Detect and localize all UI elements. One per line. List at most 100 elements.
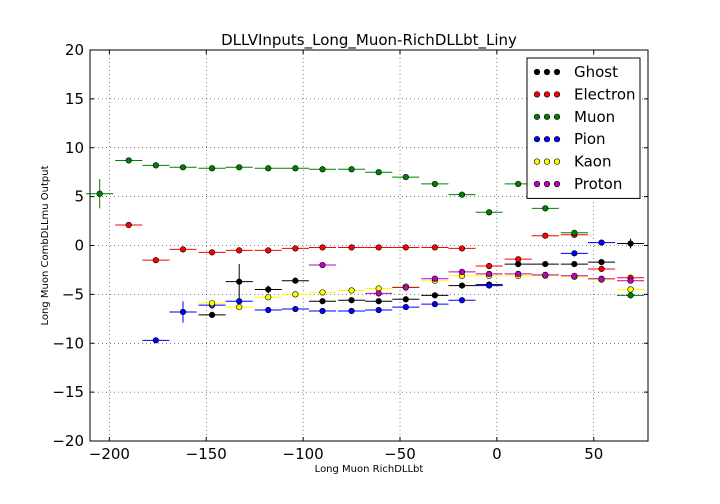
point-marker xyxy=(236,298,243,305)
data-point xyxy=(198,299,226,308)
data-point xyxy=(142,337,170,344)
data-point xyxy=(421,275,449,282)
series-pion xyxy=(142,239,616,344)
point-marker xyxy=(292,165,299,172)
point-marker xyxy=(571,229,578,236)
data-point xyxy=(587,239,616,246)
data-point xyxy=(254,165,282,172)
data-point xyxy=(254,247,282,254)
data-point xyxy=(392,284,420,291)
point-marker xyxy=(152,162,159,169)
data-point xyxy=(142,257,170,264)
point-marker xyxy=(486,209,493,216)
data-point xyxy=(617,292,645,299)
point-marker xyxy=(402,303,409,311)
point-marker xyxy=(375,298,382,305)
data-point xyxy=(225,298,253,305)
legend-marker xyxy=(553,136,561,143)
point-marker xyxy=(542,232,549,239)
point-marker xyxy=(486,270,493,277)
data-point xyxy=(225,164,253,171)
data-point xyxy=(142,162,170,169)
point-marker xyxy=(431,292,438,299)
point-marker xyxy=(598,265,605,273)
point-marker xyxy=(319,166,326,173)
point-marker xyxy=(236,278,243,285)
point-marker xyxy=(179,164,187,171)
y-tick-label: 5 xyxy=(74,188,84,206)
legend-marker xyxy=(533,113,541,120)
legend-label: Kaon xyxy=(574,153,611,171)
data-point xyxy=(281,245,309,252)
point-marker xyxy=(402,296,409,303)
data-point xyxy=(169,246,197,253)
point-marker xyxy=(265,306,272,314)
series-proton xyxy=(308,261,645,297)
point-marker xyxy=(319,307,326,315)
y-tick-label: 15 xyxy=(65,90,84,108)
data-point xyxy=(338,297,366,304)
legend-marker xyxy=(553,113,561,120)
legend-entry-ghost: Ghost xyxy=(533,63,618,81)
x-tick-label: 0 xyxy=(492,445,502,463)
point-marker xyxy=(265,294,272,301)
point-marker xyxy=(236,247,243,254)
data-point xyxy=(448,297,476,304)
point-marker xyxy=(542,205,549,212)
legend-box xyxy=(526,57,641,199)
y-axis-label: Long Muon CombDLLmu Output xyxy=(40,165,51,325)
point-marker xyxy=(292,305,299,313)
series-ghost xyxy=(198,238,645,319)
data-point xyxy=(225,303,253,311)
data-point xyxy=(281,305,309,313)
point-marker xyxy=(265,247,272,254)
data-point xyxy=(392,173,420,181)
legend-label: Pion xyxy=(574,130,606,148)
legend-marker xyxy=(533,68,541,76)
point-marker xyxy=(402,244,409,251)
legend-marker xyxy=(533,180,541,188)
data-point xyxy=(281,291,309,298)
point-marker xyxy=(265,286,272,293)
point-marker xyxy=(319,289,326,296)
point-marker xyxy=(348,244,355,251)
data-point xyxy=(365,298,393,305)
x-tick-label: −50 xyxy=(384,445,416,463)
data-point xyxy=(531,232,559,239)
x-tick-label: −100 xyxy=(283,445,324,463)
point-marker xyxy=(348,307,355,315)
data-point xyxy=(448,282,476,289)
data-point xyxy=(365,285,393,292)
point-marker xyxy=(375,290,382,297)
data-point xyxy=(587,259,616,266)
legend-marker xyxy=(543,158,551,165)
y-tick-label: 20 xyxy=(65,41,84,59)
point-marker xyxy=(458,245,466,252)
legend-marker xyxy=(543,180,551,188)
point-marker xyxy=(96,190,103,197)
legend-marker xyxy=(543,68,551,76)
legend-marker xyxy=(553,158,561,165)
data-point xyxy=(281,165,309,172)
x-axis-label: Long Muon RichDLLbt xyxy=(315,464,424,475)
data-point xyxy=(308,244,337,251)
data-point xyxy=(392,244,420,251)
data-point xyxy=(308,261,337,269)
point-marker xyxy=(571,272,578,279)
point-marker xyxy=(431,301,438,308)
legend-marker xyxy=(533,91,541,98)
point-marker xyxy=(542,260,549,268)
point-marker xyxy=(431,275,438,282)
point-marker xyxy=(458,191,466,198)
point-marker xyxy=(515,180,522,188)
data-point xyxy=(531,260,559,268)
point-marker xyxy=(627,240,634,247)
data-point xyxy=(365,290,393,297)
data-point xyxy=(254,306,282,314)
point-marker xyxy=(208,249,216,256)
data-point xyxy=(421,244,449,251)
chart-title: DLLVInputs_Long_Muon-RichDLLbt_Liny xyxy=(221,31,517,50)
point-marker xyxy=(179,246,187,253)
point-marker xyxy=(208,300,216,307)
